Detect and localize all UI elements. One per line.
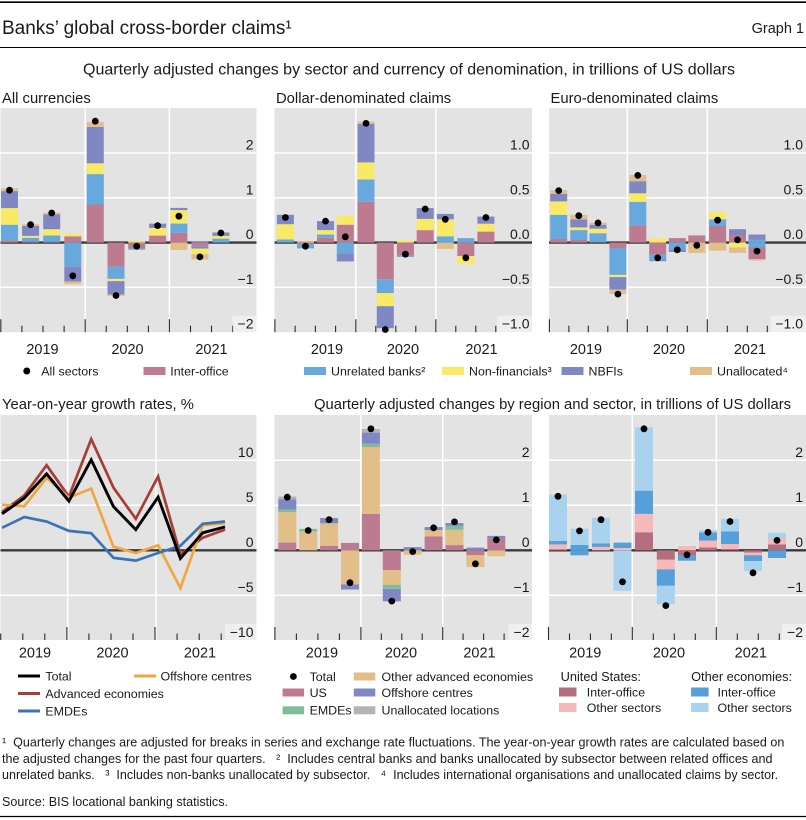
svg-text:Offshore centres: Offshore centres bbox=[382, 686, 473, 700]
svg-text:2019: 2019 bbox=[19, 646, 51, 662]
svg-text:1: 1 bbox=[522, 489, 530, 505]
svg-text:Other sectors: Other sectors bbox=[718, 701, 792, 715]
svg-text:2019: 2019 bbox=[306, 646, 338, 662]
svg-text:Inter-office: Inter-office bbox=[587, 685, 645, 699]
svg-text:0: 0 bbox=[246, 226, 254, 242]
svg-text:2021: 2021 bbox=[465, 342, 497, 358]
svg-text:2: 2 bbox=[795, 444, 803, 460]
svg-text:2020: 2020 bbox=[653, 646, 685, 662]
svg-text:2021: 2021 bbox=[735, 646, 767, 662]
svg-text:−0.5: −0.5 bbox=[502, 271, 530, 287]
svg-text:EMDEs: EMDEs bbox=[45, 704, 87, 718]
svg-text:2020: 2020 bbox=[387, 342, 419, 358]
svg-text:Quarterly adjusted changes by: Quarterly adjusted changes by sector and… bbox=[83, 62, 735, 79]
svg-text:Year-on-year growth rates, %: Year-on-year growth rates, % bbox=[2, 397, 194, 413]
svg-text:Source: BIS locational banking: Source: BIS locational banking statistic… bbox=[2, 795, 228, 809]
svg-text:NBFIs: NBFIs bbox=[589, 364, 623, 378]
svg-text:unrelated banks. ³ Includes: unrelated banks. ³ Includes non-banks un… bbox=[2, 768, 778, 782]
svg-text:0.0: 0.0 bbox=[510, 226, 530, 242]
svg-text:2019: 2019 bbox=[311, 342, 343, 358]
svg-text:1: 1 bbox=[246, 181, 254, 197]
svg-text:−1: −1 bbox=[514, 579, 530, 595]
svg-text:¹ Quarterly changes are adjus: ¹ Quarterly changes are adjusted for bre… bbox=[2, 736, 784, 750]
svg-text:5: 5 bbox=[246, 489, 254, 505]
svg-text:EMDEs: EMDEs bbox=[310, 704, 352, 718]
svg-text:10: 10 bbox=[238, 444, 254, 460]
svg-text:−2: −2 bbox=[787, 624, 803, 640]
svg-text:2020: 2020 bbox=[111, 342, 143, 358]
svg-text:All sectors: All sectors bbox=[41, 364, 98, 378]
svg-text:2021: 2021 bbox=[463, 646, 495, 662]
svg-text:United States:: United States: bbox=[561, 669, 641, 684]
svg-text:1.0: 1.0 bbox=[784, 137, 804, 153]
svg-text:Banks’ global cross-border cla: Banks’ global cross-border claims¹ bbox=[2, 18, 292, 39]
svg-text:−0.5: −0.5 bbox=[775, 271, 803, 287]
svg-text:1.0: 1.0 bbox=[510, 137, 530, 153]
svg-text:Non-financials³: Non-financials³ bbox=[469, 364, 552, 378]
svg-text:Euro-denominated claims: Euro-denominated claims bbox=[551, 91, 719, 107]
svg-text:2019: 2019 bbox=[570, 342, 602, 358]
svg-text:Unrelated banks²: Unrelated banks² bbox=[331, 364, 425, 378]
svg-text:2019: 2019 bbox=[26, 342, 58, 358]
svg-text:Dollar-denominated claims: Dollar-denominated claims bbox=[276, 91, 451, 107]
svg-text:Unallocated locations: Unallocated locations bbox=[382, 704, 500, 718]
svg-text:the adjusted changes for the p: the adjusted changes for the past four q… bbox=[2, 752, 773, 766]
svg-text:−5: −5 bbox=[238, 579, 254, 595]
svg-text:0: 0 bbox=[522, 534, 530, 550]
svg-text:−10: −10 bbox=[230, 624, 254, 640]
svg-text:−1: −1 bbox=[238, 271, 254, 287]
svg-text:Inter-office: Inter-office bbox=[170, 364, 228, 378]
svg-text:Other economies:: Other economies: bbox=[691, 669, 792, 684]
svg-text:2020: 2020 bbox=[385, 646, 417, 662]
svg-text:2: 2 bbox=[246, 137, 254, 153]
svg-text:2021: 2021 bbox=[734, 342, 766, 358]
svg-text:2021: 2021 bbox=[184, 646, 216, 662]
svg-text:Graph 1: Graph 1 bbox=[752, 21, 804, 37]
svg-text:Other advanced economies: Other advanced economies bbox=[382, 670, 534, 684]
svg-text:−1: −1 bbox=[787, 579, 803, 595]
svg-text:2020: 2020 bbox=[653, 342, 685, 358]
svg-text:−1.0: −1.0 bbox=[775, 316, 803, 332]
svg-text:Offshore centres: Offshore centres bbox=[161, 669, 252, 683]
svg-text:−2: −2 bbox=[514, 624, 530, 640]
svg-text:Unallocated⁴: Unallocated⁴ bbox=[717, 364, 788, 378]
svg-text:0: 0 bbox=[795, 534, 803, 550]
svg-text:2020: 2020 bbox=[96, 646, 128, 662]
svg-text:0.0: 0.0 bbox=[784, 226, 804, 242]
svg-text:0: 0 bbox=[246, 534, 254, 550]
svg-text:Quarterly adjusted changes by: Quarterly adjusted changes by region and… bbox=[314, 397, 791, 413]
svg-text:All currencies: All currencies bbox=[2, 91, 91, 107]
svg-text:US: US bbox=[310, 686, 327, 700]
svg-text:1: 1 bbox=[795, 489, 803, 505]
svg-text:2021: 2021 bbox=[195, 342, 227, 358]
svg-text:0.5: 0.5 bbox=[510, 181, 530, 197]
svg-text:2: 2 bbox=[522, 444, 530, 460]
svg-text:2019: 2019 bbox=[569, 646, 601, 662]
svg-text:Other sectors: Other sectors bbox=[587, 701, 661, 715]
svg-text:Total: Total bbox=[310, 670, 336, 684]
svg-text:−2: −2 bbox=[238, 316, 254, 332]
svg-text:0.5: 0.5 bbox=[784, 181, 804, 197]
svg-text:Advanced economies: Advanced economies bbox=[45, 687, 163, 701]
svg-text:−1.0: −1.0 bbox=[502, 316, 530, 332]
svg-text:Total: Total bbox=[45, 669, 71, 683]
svg-text:Inter-office: Inter-office bbox=[718, 685, 776, 699]
